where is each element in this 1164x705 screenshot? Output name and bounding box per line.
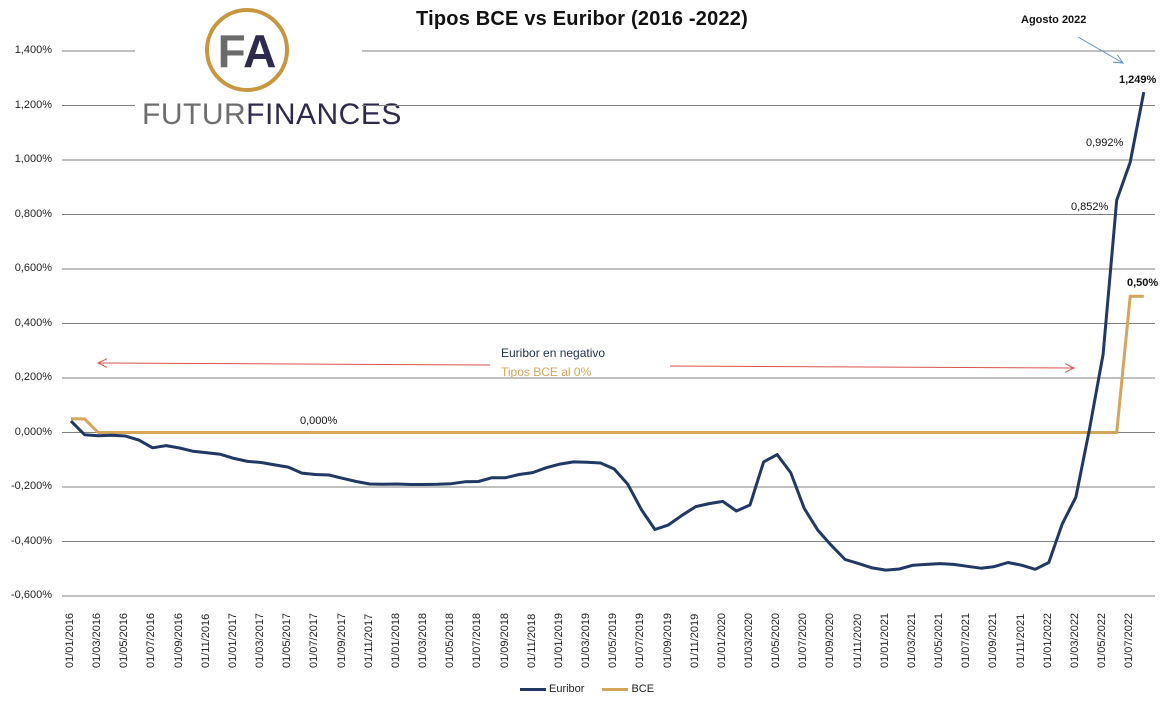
x-tick-label: 01/09/2021 <box>987 612 1000 668</box>
legend-swatch-euribor-icon <box>520 687 546 691</box>
x-tick-label: 01/03/2018 <box>417 612 430 668</box>
chart-title: Tipos BCE vs Euribor (2016 -2022) <box>416 8 748 30</box>
x-tick-label: 01/03/2021 <box>905 612 918 668</box>
series-line-bce <box>71 294 1144 434</box>
x-tick-label: 01/05/2019 <box>607 612 620 668</box>
x-tick-label: 01/01/2019 <box>552 612 565 668</box>
legend-item-euribor: Euribor <box>520 683 584 695</box>
x-tick-label: 01/03/2017 <box>254 612 267 668</box>
x-tick-label: 01/01/2021 <box>878 612 891 668</box>
annotation-050: 0,50% <box>1127 277 1159 289</box>
annotation-0992: 0,992% <box>1086 137 1124 149</box>
legend-label-bce: BCE <box>631 683 655 695</box>
x-tick-label: 01/05/2017 <box>281 612 294 668</box>
arrow-left-icon <box>96 358 491 368</box>
x-tick-label: 01/03/2016 <box>91 612 104 668</box>
arrow-agosto-icon <box>1077 36 1124 64</box>
y-tick-label: -0,200% <box>11 480 52 492</box>
x-tick-label: 01/11/2017 <box>362 613 375 668</box>
annotation-1249: 1,249% <box>1119 74 1157 86</box>
x-tick-label: 01/09/2017 <box>335 612 348 668</box>
chart-legend: Euribor BCE <box>520 683 666 695</box>
x-tick-label: 01/11/2021 <box>1014 613 1027 668</box>
y-tick-label: -0,400% <box>11 534 52 547</box>
y-tick-label: 0,200% <box>14 371 52 383</box>
x-tick-label: 01/07/2022 <box>1123 612 1136 668</box>
y-tick-label: 0,400% <box>14 316 52 329</box>
x-tick-label: 01/11/2019 <box>688 613 701 668</box>
arrow-right-icon <box>669 363 1076 373</box>
x-tick-label: 01/07/2016 <box>145 612 158 668</box>
y-tick-label: 0,800% <box>14 207 52 220</box>
y-tick-label: 1,200% <box>14 98 52 111</box>
x-tick-label: 01/03/2019 <box>580 612 593 668</box>
y-tick-label: -0,600% <box>11 589 52 601</box>
annotation-0000: 0,000% <box>300 415 338 427</box>
x-tick-label: 01/11/2016 <box>199 613 212 668</box>
y-tick-label: 1,000% <box>14 153 52 165</box>
series-line-euribor <box>69 91 1146 572</box>
x-tick-label: 01/09/2016 <box>172 612 185 668</box>
logo-wordmark: FUTURFINANCES <box>142 98 402 131</box>
annotation-tipos-bce-0: Tipos BCE al 0% <box>501 365 592 379</box>
x-tick-label: 01/07/2017 <box>308 612 321 668</box>
x-tick-label: 01/07/2019 <box>634 612 647 668</box>
logo-monogram: FA <box>217 25 277 77</box>
x-tick-label: 01/07/2021 <box>960 612 973 668</box>
x-tick-label: 01/01/2020 <box>715 612 728 668</box>
y-tick-label: 1,400% <box>14 44 52 56</box>
x-tick-label: 01/05/2018 <box>444 612 457 668</box>
annotation-agosto-2022: Agosto 2022 <box>1021 14 1087 26</box>
x-tick-label: 01/05/2016 <box>118 612 131 668</box>
x-tick-label: 01/03/2020 <box>743 612 755 668</box>
logo-ring-icon: FA <box>205 8 289 92</box>
x-tick-label: 01/11/2018 <box>525 613 538 668</box>
x-tick-label: 01/01/2018 <box>389 612 402 668</box>
legend-item-bce: BCE <box>602 683 654 695</box>
legend-swatch-bce-icon <box>602 687 629 691</box>
y-tick-label: 0,000% <box>14 425 52 438</box>
x-tick-label: 01/03/2022 <box>1068 612 1081 668</box>
x-tick-label: 01/05/2022 <box>1096 612 1109 668</box>
x-tick-label: 01/09/2020 <box>824 612 837 668</box>
x-tick-label: 01/01/2016 <box>64 612 76 668</box>
x-tick-label: 01/09/2019 <box>661 612 674 668</box>
y-tick-label: 0,600% <box>14 262 52 274</box>
x-tick-label: 01/09/2018 <box>498 612 511 668</box>
legend-label-euribor: Euribor <box>549 683 585 695</box>
x-tick-label: 01/05/2020 <box>770 612 783 668</box>
x-tick-label: 01/01/2017 <box>226 612 239 668</box>
x-tick-label: 01/05/2021 <box>933 612 946 668</box>
annotation-0852: 0,852% <box>1071 201 1109 213</box>
x-tick-label: 01/01/2022 <box>1041 612 1054 668</box>
x-tick-label: 01/07/2018 <box>471 612 484 668</box>
x-tick-label: 01/11/2020 <box>851 613 864 668</box>
x-tick-label: 01/07/2020 <box>797 612 810 668</box>
annotation-euribor-negativo: Euribor en negativo <box>501 346 606 360</box>
futurfinances-logo: FA FUTURFINANCES <box>138 6 401 134</box>
